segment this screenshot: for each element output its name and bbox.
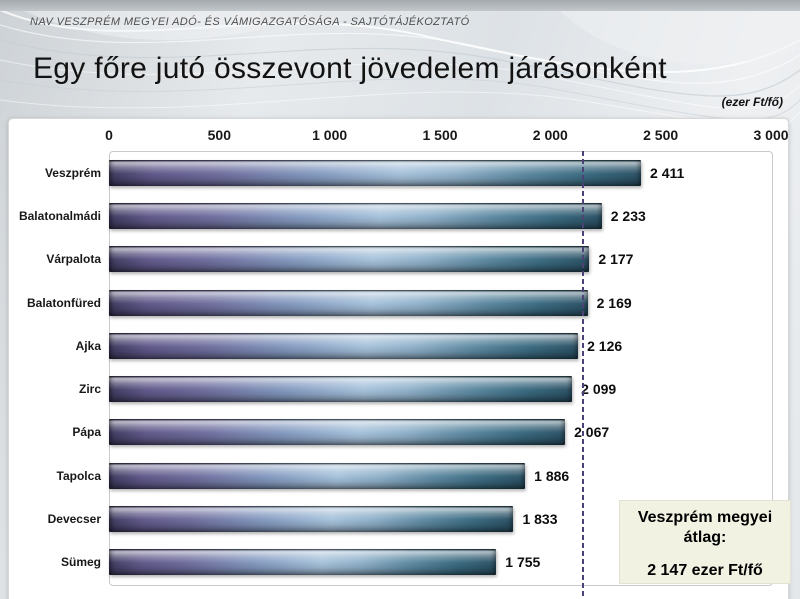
bar-row: Zirc 2 099 bbox=[9, 368, 788, 411]
value-label: 2 177 bbox=[598, 251, 634, 268]
bar-row: Balatonalmádi 2 233 bbox=[9, 194, 788, 237]
bar-row: Várpalota 2 177 bbox=[9, 238, 788, 281]
value-label: 2 233 bbox=[610, 207, 646, 224]
value-label: 1 833 bbox=[522, 511, 558, 528]
x-tick-label: 3 000 bbox=[753, 127, 789, 143]
bar bbox=[109, 159, 642, 186]
category-label: Várpalota bbox=[46, 252, 101, 267]
value-label: 1 755 bbox=[505, 554, 541, 571]
bar bbox=[109, 462, 526, 489]
category-label: Balatonalmádi bbox=[18, 208, 101, 223]
x-tick-label: 0 bbox=[105, 127, 113, 143]
bar bbox=[109, 549, 497, 576]
average-line bbox=[581, 151, 584, 599]
bar-row: Balatonfüred 2 169 bbox=[9, 281, 788, 324]
value-label: 2 411 bbox=[650, 164, 685, 181]
bar bbox=[109, 289, 588, 316]
category-label: Zirc bbox=[78, 382, 101, 397]
bar-row: Devecser 1 833 bbox=[9, 497, 788, 540]
page-title: Egy főre jutó összevont jövedelem járáso… bbox=[33, 52, 667, 85]
bar bbox=[109, 202, 602, 229]
value-label: 2 126 bbox=[587, 337, 623, 354]
value-label: 2 169 bbox=[596, 294, 632, 311]
category-label: Sümeg bbox=[60, 555, 101, 570]
bar bbox=[109, 246, 590, 273]
bar-row: Tapolca 1 886 bbox=[9, 454, 788, 497]
x-tick-label: 1 500 bbox=[422, 127, 458, 143]
x-tick-label: 2 000 bbox=[532, 127, 568, 143]
bar-row: Veszprém 2 411 bbox=[9, 151, 788, 194]
category-label: Ajka bbox=[75, 338, 101, 353]
x-tick-label: 2 500 bbox=[643, 127, 679, 143]
bar-row: Sümeg 1 755 bbox=[9, 541, 788, 584]
chart-panel: 0 500 1 000 1 500 2 000 2 500 3 000 Veszprém 2 … bbox=[8, 118, 789, 599]
value-label: 2 067 bbox=[574, 424, 610, 441]
bar-row: Ajka 2 126 bbox=[9, 324, 788, 367]
average-box: Veszprém megyei átlag: 2 147 ezer Ft/fő bbox=[619, 500, 791, 584]
average-box-value: 2 147 ezer Ft/fő bbox=[647, 562, 763, 579]
bar bbox=[109, 506, 514, 533]
top-band-decoration bbox=[0, 0, 800, 11]
bar bbox=[109, 419, 566, 446]
category-label: Devecser bbox=[47, 512, 101, 527]
average-box-title: Veszprém megyei átlag: bbox=[637, 509, 773, 546]
category-label: Pápa bbox=[72, 425, 101, 440]
value-label: 1 886 bbox=[534, 467, 570, 484]
bar-row: Pápa 2 067 bbox=[9, 411, 788, 454]
bar bbox=[109, 332, 579, 359]
bar bbox=[109, 376, 573, 403]
category-label: Balatonfüred bbox=[26, 295, 101, 310]
category-label: Tapolca bbox=[56, 468, 101, 483]
x-tick-label: 500 bbox=[207, 127, 232, 143]
unit-label: (ezer Ft/fő) bbox=[721, 95, 783, 109]
x-tick-label: 1 000 bbox=[312, 127, 348, 143]
category-label: Veszprém bbox=[44, 165, 101, 180]
value-label: 2 099 bbox=[581, 381, 617, 398]
slide-header: NAV VESZPRÉM MEGYEI ADÓ- ÉS VÁMIGAZGATÓS… bbox=[30, 16, 470, 28]
